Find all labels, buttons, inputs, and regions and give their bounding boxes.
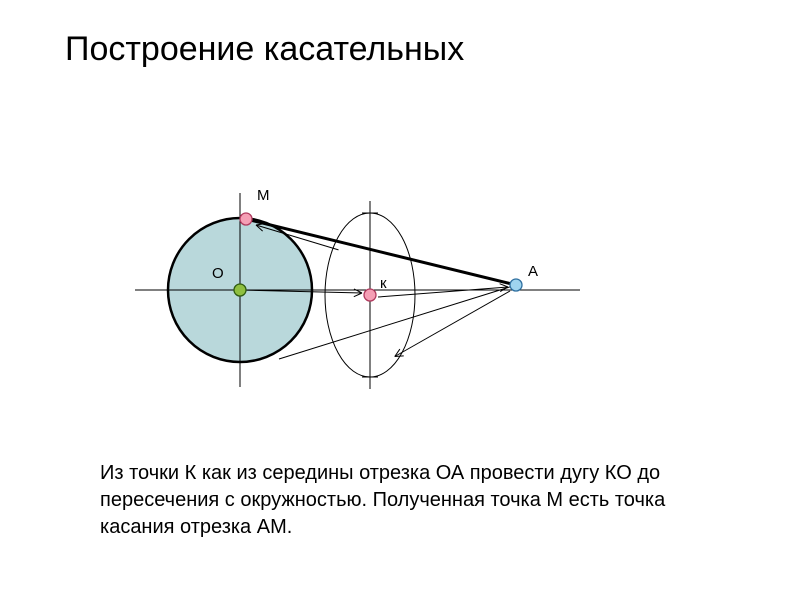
label-A: А: [528, 263, 538, 280]
label-M: М: [257, 187, 270, 204]
slide-caption: Из точки К как из середины отрезка ОА пр…: [100, 460, 700, 541]
slide-title: Построение касательных: [65, 30, 464, 69]
label-O: О: [212, 265, 224, 282]
label-K: к: [380, 275, 387, 292]
tangent-construction-diagram: Ок А М: [120, 160, 620, 425]
